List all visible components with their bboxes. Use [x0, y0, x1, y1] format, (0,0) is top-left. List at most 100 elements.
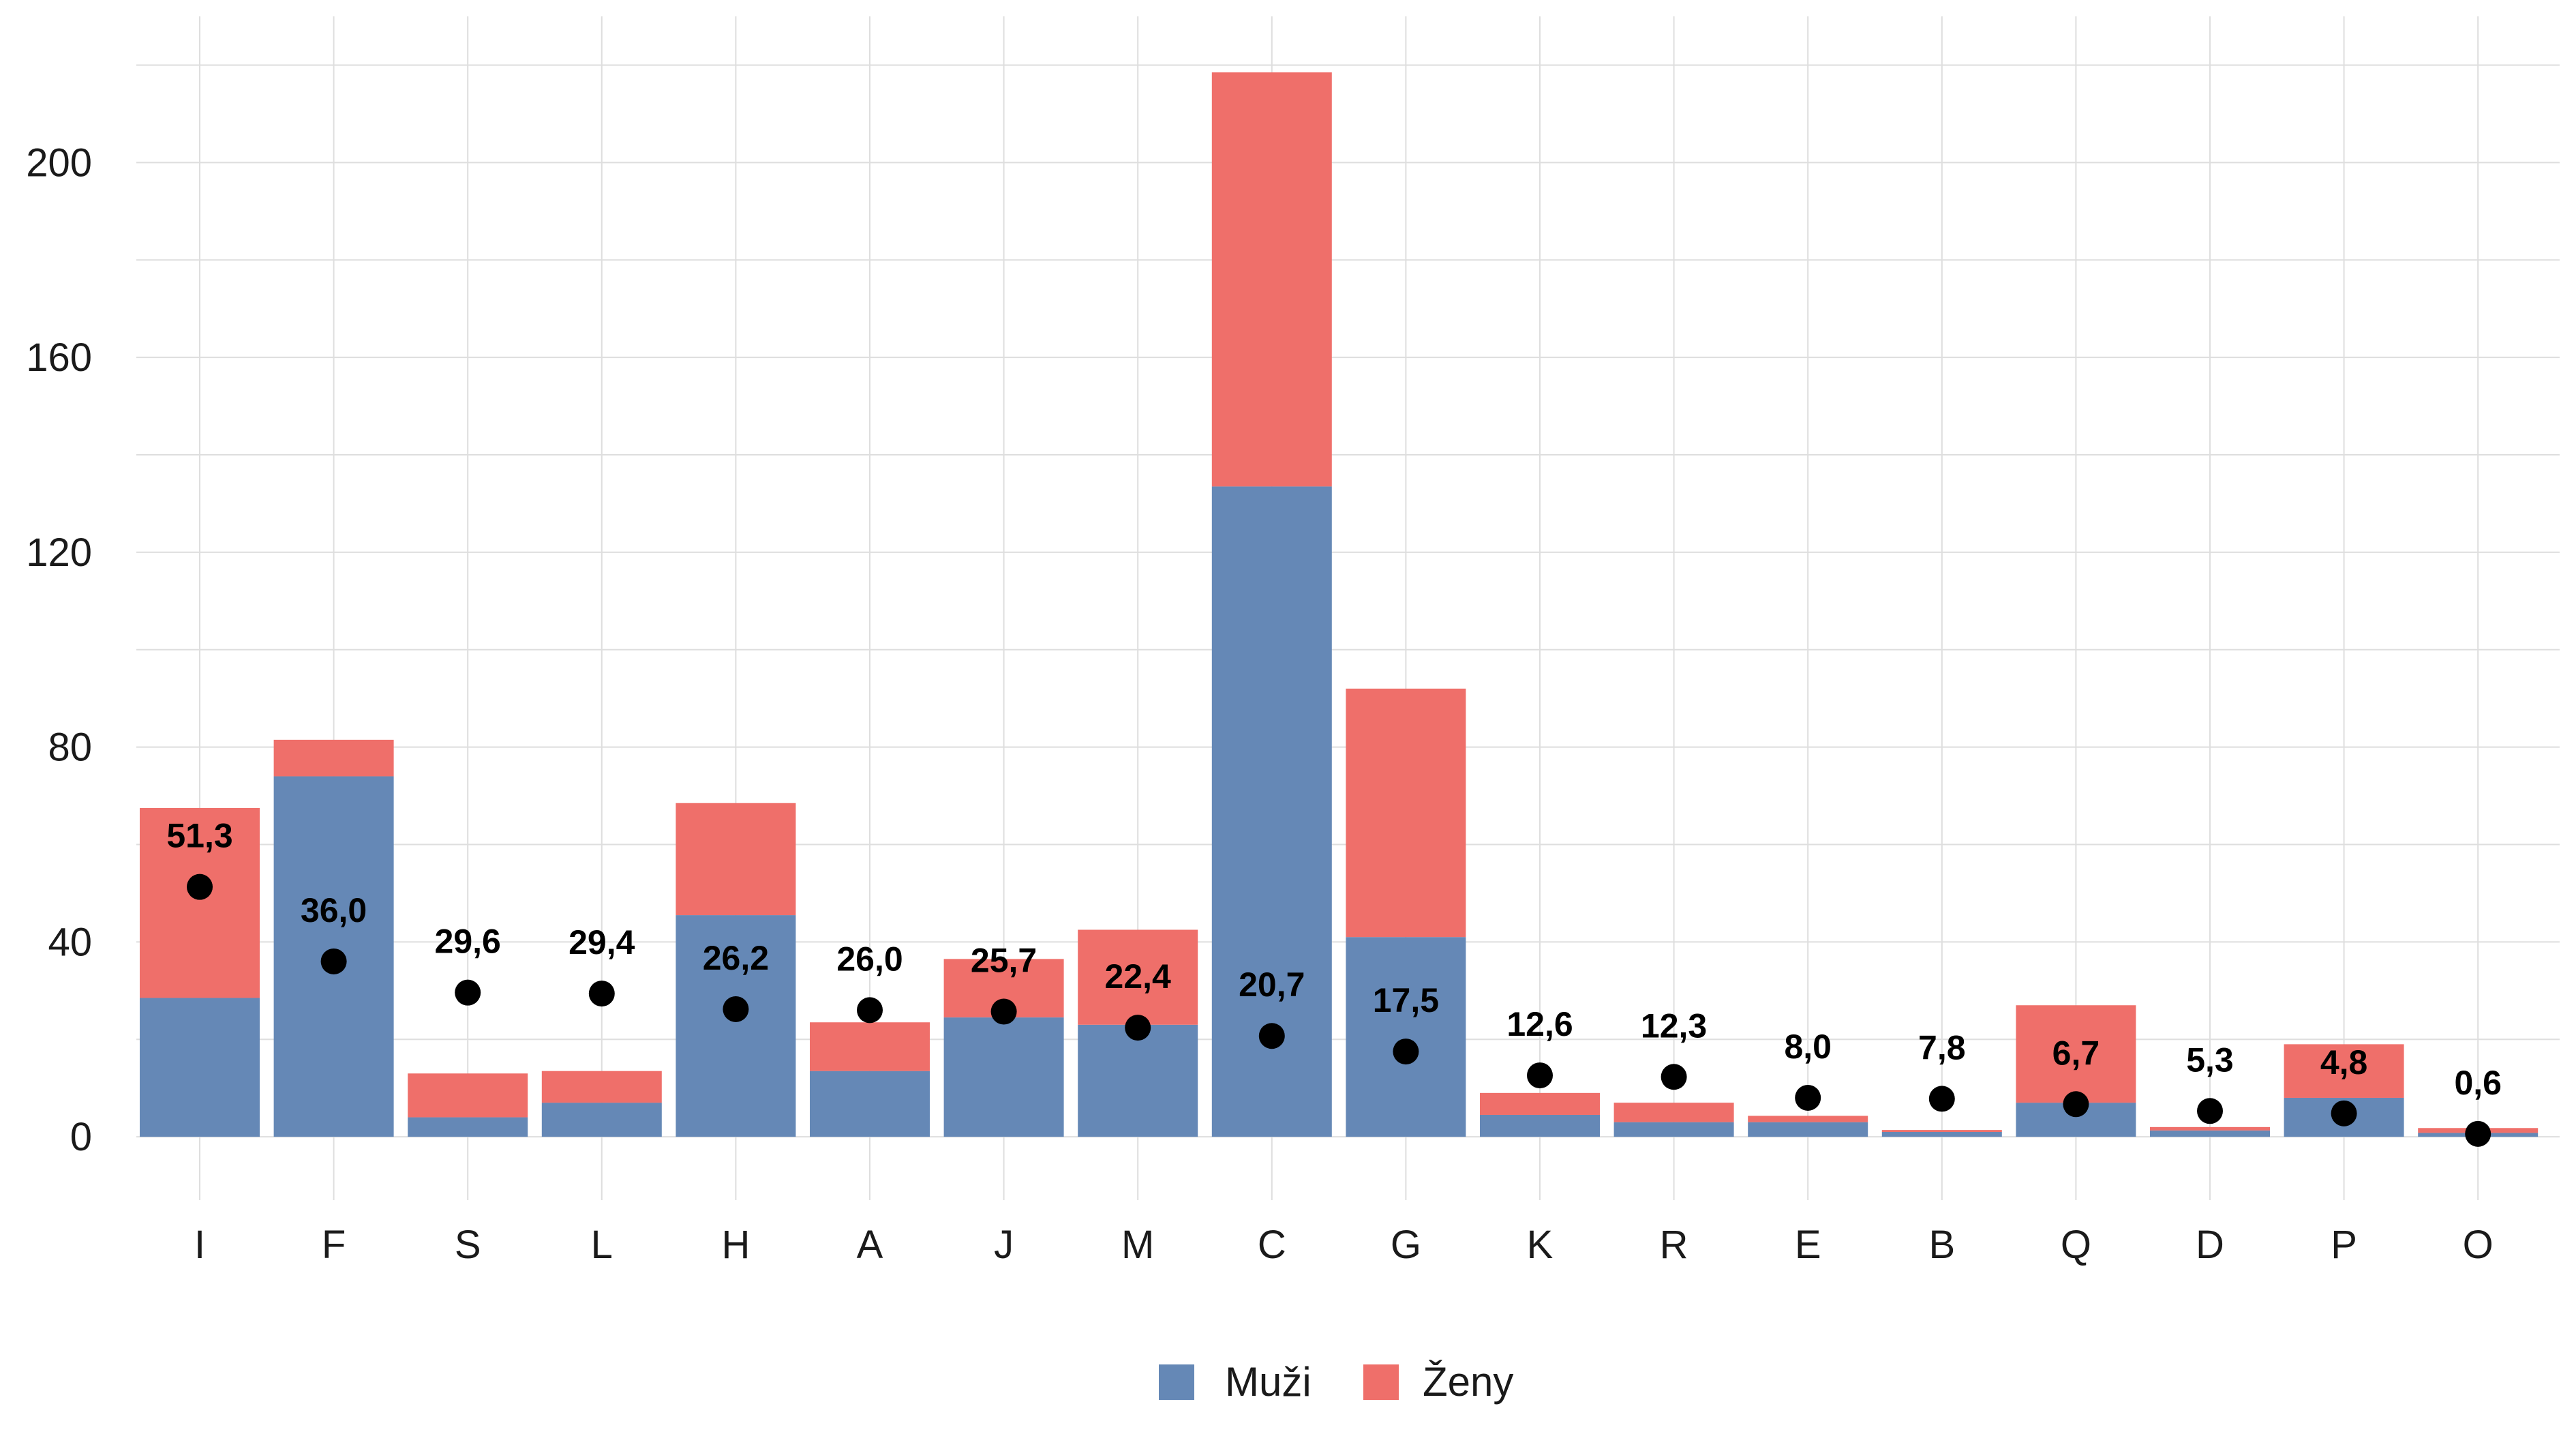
- data-point: [1393, 1039, 1419, 1065]
- data-point: [990, 998, 1017, 1025]
- x-tick-label: D: [2196, 1223, 2224, 1267]
- data-label: 12,3: [1641, 1006, 1707, 1045]
- data-point: [723, 996, 749, 1022]
- bar-segment-muzi: [1078, 1024, 1198, 1137]
- bar-segment-zeny: [408, 1073, 528, 1118]
- data-label: 0,6: [2454, 1064, 2502, 1102]
- x-tick-label: I: [194, 1223, 205, 1267]
- y-tick-label: 80: [48, 726, 92, 770]
- bar-segment-zeny: [2284, 1044, 2404, 1098]
- data-label: 36,0: [301, 891, 367, 929]
- x-tick-label: P: [2331, 1223, 2357, 1267]
- bar-segment-muzi: [1748, 1122, 1868, 1137]
- points: 51,3 36,0 29,6 29,4 26,2 26,0 25,7 22,4 20,7 17,5…: [166, 817, 2502, 1147]
- bar-segment-zeny: [2016, 1005, 2136, 1103]
- x-tick-label: K: [1527, 1223, 1554, 1267]
- data-point: [2197, 1098, 2223, 1124]
- bar-segment-zeny: [1211, 72, 1332, 487]
- legend-swatch: [1159, 1364, 1194, 1400]
- y-axis-ticks: 0 40 80 120 160 200: [26, 140, 92, 1159]
- bar-segment-muzi: [408, 1117, 528, 1137]
- data-point: [2465, 1120, 2491, 1147]
- x-tick-label: A: [857, 1223, 883, 1267]
- x-tick-label: H: [721, 1223, 750, 1267]
- bar-segment-muzi: [676, 915, 796, 1137]
- data-label: 4,8: [2320, 1043, 2368, 1081]
- legend-label: Muži: [1225, 1359, 1312, 1405]
- data-point: [2063, 1091, 2089, 1118]
- y-tick-label: 40: [48, 920, 92, 964]
- bar-segment-zeny: [1480, 1092, 1600, 1115]
- x-tick-label: Q: [2061, 1223, 2091, 1267]
- x-tick-label: G: [1391, 1223, 1421, 1267]
- data-label: 12,6: [1506, 1005, 1573, 1043]
- bar-segment-muzi: [1881, 1131, 2002, 1137]
- data-label: 6,7: [2052, 1034, 2100, 1072]
- x-tick-label: O: [2463, 1223, 2494, 1267]
- data-point: [455, 979, 481, 1006]
- data-label: 26,2: [703, 939, 769, 977]
- bar-segment-zeny: [140, 807, 260, 998]
- legend-label: Ženy: [1423, 1359, 1513, 1405]
- bar-segment-muzi: [2150, 1130, 2270, 1137]
- legend-swatch: [1363, 1364, 1399, 1400]
- x-tick-label: S: [455, 1223, 481, 1267]
- x-tick-label: M: [1121, 1223, 1154, 1267]
- data-label: 7,8: [1918, 1028, 1966, 1066]
- data-point: [2331, 1100, 2357, 1126]
- data-label: 26,0: [836, 940, 903, 978]
- bar-segment-zeny: [541, 1071, 662, 1103]
- data-label: 25,7: [971, 942, 1037, 980]
- x-tick-label: B: [1928, 1223, 1955, 1267]
- x-tick-label: L: [591, 1223, 613, 1267]
- data-label: 22,4: [1105, 957, 1172, 996]
- bar-segment-muzi: [541, 1103, 662, 1137]
- bar-segment-zeny: [273, 739, 394, 777]
- bar-segment-zeny: [2150, 1126, 2270, 1131]
- bar-segment-zeny: [1613, 1103, 1734, 1122]
- bar-segment-zeny: [1748, 1116, 1868, 1122]
- bar-segment-muzi: [1346, 937, 1466, 1137]
- data-label: 29,6: [435, 923, 501, 961]
- x-tick-label: F: [322, 1223, 346, 1267]
- bar-segment-muzi: [1480, 1114, 1600, 1137]
- data-point: [320, 948, 347, 974]
- data-label: 51,3: [166, 817, 232, 855]
- data-point: [1928, 1086, 1955, 1112]
- data-point: [1125, 1015, 1151, 1041]
- bar-segment-zeny: [810, 1022, 930, 1071]
- data-point: [1258, 1023, 1285, 1049]
- x-tick-label: R: [1660, 1223, 1688, 1267]
- bars: [140, 72, 2539, 1137]
- y-tick-label: 160: [26, 335, 92, 380]
- bar-segment-muzi: [810, 1071, 930, 1137]
- bar-segment-muzi: [943, 1017, 1064, 1137]
- data-point: [857, 997, 883, 1024]
- data-point: [1661, 1064, 1687, 1090]
- data-label: 8,0: [1784, 1028, 1832, 1066]
- y-tick-label: 120: [26, 531, 92, 575]
- x-tick-label: E: [1795, 1223, 1821, 1267]
- x-tick-label: J: [994, 1223, 1014, 1267]
- x-tick-label: C: [1258, 1223, 1286, 1267]
- y-tick-label: 200: [26, 140, 92, 185]
- bar-segment-zeny: [676, 803, 796, 916]
- bar-segment-zeny: [1346, 688, 1466, 938]
- data-point: [588, 981, 615, 1007]
- data-point: [1795, 1084, 1821, 1111]
- bar-segment-zeny: [1078, 929, 1198, 1025]
- data-point: [187, 873, 213, 900]
- data-point: [1527, 1062, 1553, 1089]
- data-label: 20,7: [1239, 966, 1305, 1004]
- bar-segment-muzi: [140, 998, 260, 1137]
- bar-segment-muzi: [1613, 1122, 1734, 1137]
- data-label: 17,5: [1373, 981, 1439, 1019]
- legend: Muži Ženy: [1159, 1359, 1513, 1405]
- y-tick-label: 0: [70, 1115, 92, 1159]
- data-label: 5,3: [2186, 1041, 2234, 1079]
- data-label: 29,4: [569, 923, 635, 961]
- bar-segment-zeny: [1881, 1130, 2002, 1132]
